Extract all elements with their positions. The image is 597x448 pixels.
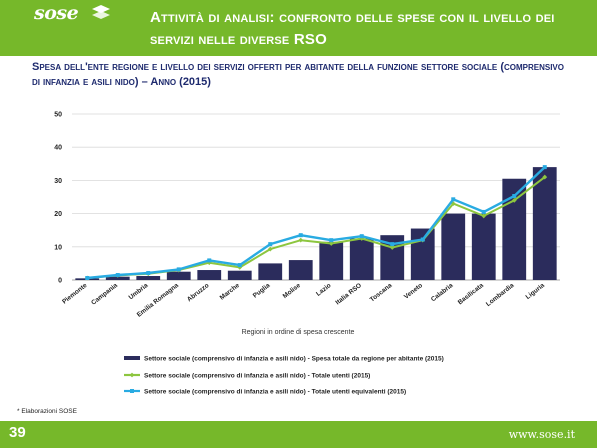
point bbox=[268, 242, 273, 247]
legend-swatch-bar bbox=[124, 356, 140, 360]
chart-lines bbox=[84, 165, 548, 281]
x-tick-label: Campania bbox=[90, 282, 119, 307]
x-tick-label: Piemonte bbox=[61, 282, 89, 306]
x-tick-label: Umbria bbox=[128, 282, 150, 302]
x-tick-label: Italia RSO bbox=[334, 282, 363, 306]
line-utenti-equivalenti bbox=[87, 166, 546, 280]
header-bar: sose Attività di analisi: confronto dell… bbox=[0, 0, 597, 56]
legend-label: Settore sociale (comprensivo di infanzia… bbox=[144, 356, 444, 363]
point bbox=[511, 197, 517, 203]
point bbox=[359, 236, 365, 241]
point bbox=[542, 165, 547, 170]
point bbox=[146, 271, 151, 276]
point bbox=[390, 242, 395, 247]
y-tick-label: 40 bbox=[54, 145, 62, 152]
footnote: * Elaborazioni SOSE bbox=[17, 408, 77, 415]
x-tick-label: Marche bbox=[219, 282, 242, 302]
point bbox=[115, 273, 120, 278]
x-tick-label: Lombardia bbox=[485, 282, 516, 308]
point bbox=[267, 246, 273, 252]
x-tick-label: Calabria bbox=[430, 282, 455, 304]
footer-bar: 39 www.sose.it bbox=[0, 421, 597, 448]
legend-marker bbox=[130, 389, 134, 393]
x-tick-label: Abruzzo bbox=[186, 282, 211, 303]
chart-legend: Settore sociale (comprensivo di infanzia… bbox=[124, 356, 444, 396]
x-axis-title: Regioni in ordine di spesa crescente bbox=[242, 329, 355, 336]
y-tick-label: 10 bbox=[54, 244, 62, 251]
chart-bars bbox=[75, 167, 557, 280]
x-tick-label: Toscana bbox=[369, 282, 394, 304]
bar bbox=[136, 276, 161, 280]
page-number: 39 bbox=[9, 424, 26, 441]
bar bbox=[532, 167, 557, 280]
logo-text: sose bbox=[34, 2, 79, 24]
bar bbox=[441, 213, 466, 280]
bar bbox=[227, 270, 252, 280]
point bbox=[542, 174, 548, 180]
chart-title: Spesa dell'ente regione e livello dei se… bbox=[32, 61, 564, 88]
y-tick-label: 30 bbox=[54, 178, 62, 185]
site-url[interactable]: www.sose.it bbox=[508, 428, 575, 441]
bar bbox=[410, 228, 435, 280]
x-tick-label: Molise bbox=[282, 282, 303, 300]
point bbox=[481, 209, 486, 214]
point bbox=[85, 276, 90, 281]
point bbox=[420, 237, 425, 242]
bar bbox=[349, 238, 374, 280]
point bbox=[298, 233, 303, 238]
point bbox=[176, 267, 181, 272]
point bbox=[237, 263, 242, 268]
x-tick-label: Veneto bbox=[403, 282, 424, 301]
point bbox=[389, 245, 395, 250]
y-tick-label: 50 bbox=[54, 112, 62, 119]
y-tick-label: 20 bbox=[54, 211, 62, 218]
point bbox=[298, 237, 304, 243]
x-tick-label: Puglia bbox=[252, 282, 272, 300]
point bbox=[512, 194, 517, 199]
legend-label: Settore sociale (comprensivo di infanzia… bbox=[144, 389, 406, 396]
bar bbox=[197, 270, 222, 280]
bar bbox=[471, 213, 496, 280]
legend-label: Settore sociale (comprensivo di infanzia… bbox=[144, 373, 370, 380]
bar bbox=[258, 263, 283, 280]
bar bbox=[105, 276, 130, 280]
point bbox=[451, 197, 456, 202]
slide-title: Attività di analisi: confronto delle spe… bbox=[150, 9, 555, 48]
x-tick-label: Basilicata bbox=[457, 282, 486, 306]
point bbox=[481, 213, 487, 219]
logo-mark-icon bbox=[92, 5, 110, 19]
point bbox=[328, 241, 334, 246]
legend-marker bbox=[129, 372, 135, 378]
bar bbox=[288, 260, 313, 280]
sose-logo: sose bbox=[34, 2, 144, 24]
point bbox=[359, 234, 364, 239]
point bbox=[207, 258, 212, 263]
y-tick-label: 0 bbox=[58, 278, 62, 285]
point bbox=[329, 238, 334, 243]
bar bbox=[319, 241, 344, 280]
point bbox=[450, 201, 456, 207]
chart-y-ticks: 0 10 20 30 40 50 bbox=[54, 112, 62, 285]
bar bbox=[166, 271, 191, 280]
x-tick-label: Liguria bbox=[525, 282, 547, 301]
x-tick-label: Lazio bbox=[315, 282, 332, 298]
